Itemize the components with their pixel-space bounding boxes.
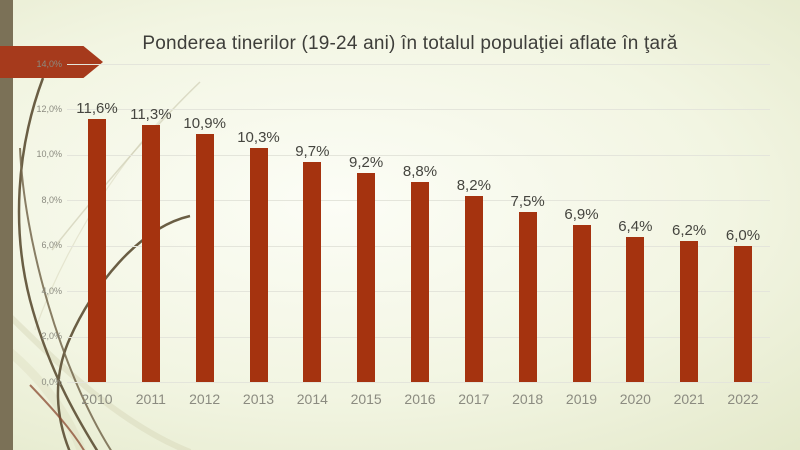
x-axis-tick-label: 2010 [81,391,113,407]
data-label: 9,2% [349,154,384,172]
y-axis-tick-label: 0,0% [41,376,62,387]
x-axis-tick-label: 2015 [350,391,382,407]
x-axis-tick-label: 2022 [727,391,759,407]
y-axis-tick-label: 2,0% [41,331,62,342]
data-label: 6,4% [618,217,653,235]
x-axis-tick-label: 2020 [619,391,651,407]
gridline [67,64,770,65]
x-axis-tick-label: 2016 [404,391,436,407]
data-label: 6,0% [725,226,761,244]
gridline [67,109,770,111]
y-axis-tick-label: 4,0% [41,285,62,296]
x-axis-tick-label: 2019 [565,391,598,407]
bar [626,236,645,382]
gridline [67,154,770,156]
bar [464,195,483,382]
data-label: 9,7% [295,142,330,160]
x-axis-tick-label: 2017 [458,391,490,407]
data-label: 6,9% [564,206,599,224]
bar [249,148,268,382]
arrow-decoration [0,46,103,78]
gridline [67,382,770,383]
bar [88,118,106,382]
x-axis-tick-label: 2018 [512,391,544,407]
data-label: 8,8% [402,163,438,181]
data-label: 10,9% [183,115,226,133]
bar [195,134,214,382]
bar [411,182,429,382]
bar [518,211,537,382]
data-label: 6,2% [672,222,707,240]
y-axis-tick-label: 12,0% [36,103,62,114]
data-label: 7,5% [510,192,545,210]
bar [141,125,160,382]
y-axis-tick-label: 14,0% [36,58,62,69]
data-label: 8,2% [456,176,491,194]
y-axis-tick-label: 8,0% [41,194,62,205]
data-label: 10,3% [237,129,280,147]
x-axis-tick-label: 2021 [673,391,705,407]
bar [357,173,376,382]
bar [303,161,322,382]
x-axis-tick-label: 2014 [296,391,328,407]
data-label: 11,6% [76,99,118,117]
x-axis-tick-label: 2012 [189,391,221,407]
x-axis-tick-label: 2013 [242,391,275,407]
y-axis-tick-label: 6,0% [41,240,62,251]
x-axis-tick-label: 2011 [135,391,166,407]
bar [680,241,699,382]
bar [572,225,591,382]
slide-title: Ponderea tinerilor (19-24 ani) în totalu… [142,33,678,54]
data-label: 11,3% [130,106,172,124]
y-axis-tick-label: 10,0% [36,149,62,160]
bar [734,245,752,382]
